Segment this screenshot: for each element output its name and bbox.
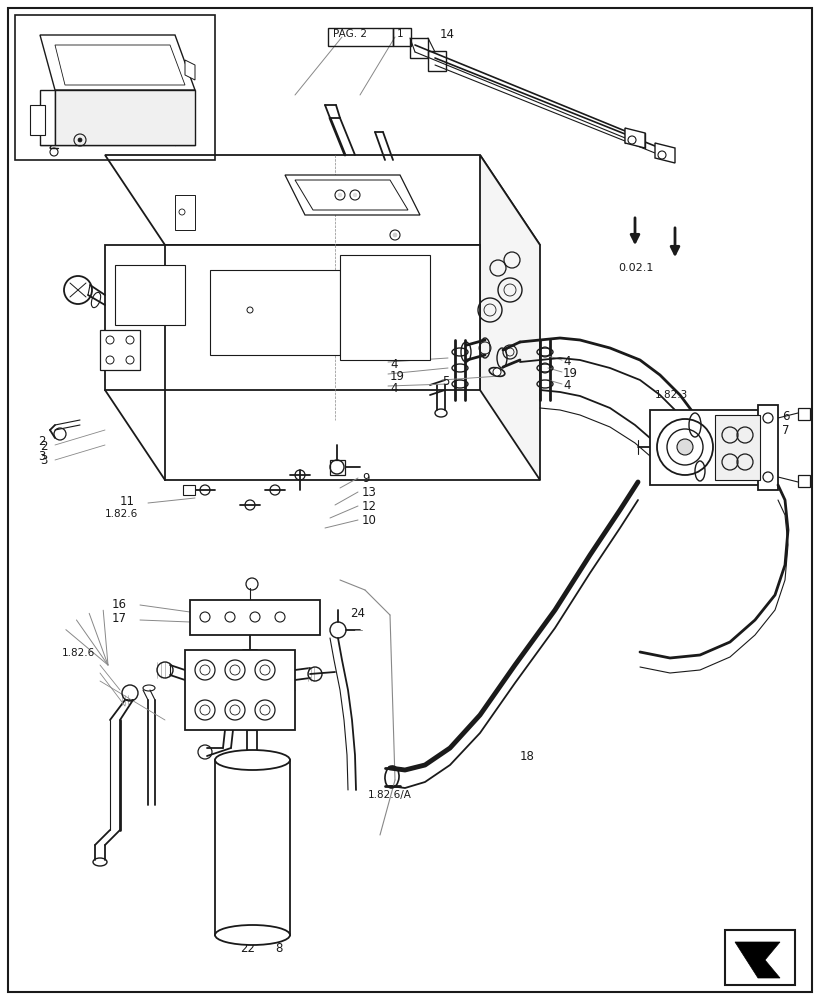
- Text: 4: 4: [390, 358, 397, 371]
- Text: 8: 8: [274, 942, 282, 955]
- Polygon shape: [185, 60, 195, 80]
- Text: 4: 4: [563, 379, 570, 392]
- Text: 1.82.3: 1.82.3: [654, 390, 687, 400]
- Text: 3: 3: [38, 450, 45, 463]
- Bar: [392, 28, 410, 46]
- Polygon shape: [40, 35, 195, 90]
- Polygon shape: [757, 405, 777, 490]
- Polygon shape: [190, 600, 319, 635]
- Polygon shape: [174, 195, 195, 230]
- Text: 16: 16: [112, 598, 127, 611]
- Polygon shape: [40, 90, 55, 145]
- Text: 0.02.1: 0.02.1: [618, 263, 653, 273]
- Polygon shape: [295, 180, 408, 210]
- Text: 22: 22: [240, 942, 255, 955]
- Circle shape: [492, 368, 500, 376]
- Text: 1.82.6/A: 1.82.6/A: [368, 790, 411, 800]
- Polygon shape: [329, 460, 345, 475]
- Polygon shape: [624, 128, 645, 148]
- Polygon shape: [183, 485, 195, 495]
- Text: 11: 11: [120, 495, 135, 508]
- Bar: [15, 15, 215, 160]
- Polygon shape: [185, 650, 295, 730]
- Circle shape: [337, 193, 342, 197]
- Polygon shape: [20, 580, 400, 835]
- Bar: [328, 28, 392, 46]
- Circle shape: [78, 138, 82, 142]
- Text: 1.82.6: 1.82.6: [105, 509, 138, 519]
- Circle shape: [392, 233, 396, 237]
- Bar: [410, 38, 428, 58]
- Polygon shape: [797, 408, 809, 420]
- Polygon shape: [654, 143, 674, 163]
- Polygon shape: [55, 45, 185, 85]
- Polygon shape: [210, 270, 340, 355]
- Bar: [215, 760, 290, 935]
- Text: 4: 4: [390, 382, 397, 395]
- Text: 9: 9: [361, 472, 369, 485]
- Polygon shape: [105, 155, 540, 245]
- Ellipse shape: [215, 750, 290, 770]
- Polygon shape: [649, 410, 759, 485]
- Text: 2: 2: [40, 440, 48, 453]
- Ellipse shape: [215, 925, 290, 945]
- Bar: [428, 51, 446, 71]
- Text: PAG. 2: PAG. 2: [333, 29, 367, 39]
- Text: 13: 13: [361, 486, 377, 499]
- Polygon shape: [285, 175, 419, 215]
- Circle shape: [352, 193, 356, 197]
- Text: 19: 19: [563, 367, 577, 380]
- Polygon shape: [115, 265, 185, 325]
- Text: 4: 4: [563, 355, 570, 368]
- Text: 10: 10: [361, 514, 377, 527]
- Text: 3: 3: [40, 454, 48, 467]
- Polygon shape: [797, 475, 809, 487]
- Text: 7: 7: [781, 424, 789, 437]
- Text: 1.82.6: 1.82.6: [62, 648, 95, 658]
- Text: 6: 6: [781, 410, 789, 423]
- Polygon shape: [734, 942, 779, 978]
- Polygon shape: [340, 255, 429, 360]
- Bar: [724, 930, 794, 985]
- Text: 17: 17: [112, 612, 127, 625]
- Polygon shape: [479, 155, 540, 480]
- Circle shape: [676, 439, 692, 455]
- Text: 18: 18: [519, 750, 534, 763]
- Text: 12: 12: [361, 500, 377, 513]
- Text: 19: 19: [390, 370, 405, 383]
- Polygon shape: [55, 90, 195, 145]
- Polygon shape: [714, 415, 759, 480]
- Text: 14: 14: [440, 28, 455, 41]
- Polygon shape: [30, 105, 45, 135]
- Polygon shape: [105, 245, 479, 390]
- Text: 5: 5: [441, 375, 449, 388]
- Polygon shape: [100, 330, 140, 370]
- Text: 2: 2: [38, 435, 45, 448]
- Text: 1: 1: [396, 29, 403, 39]
- Text: 24: 24: [350, 607, 364, 620]
